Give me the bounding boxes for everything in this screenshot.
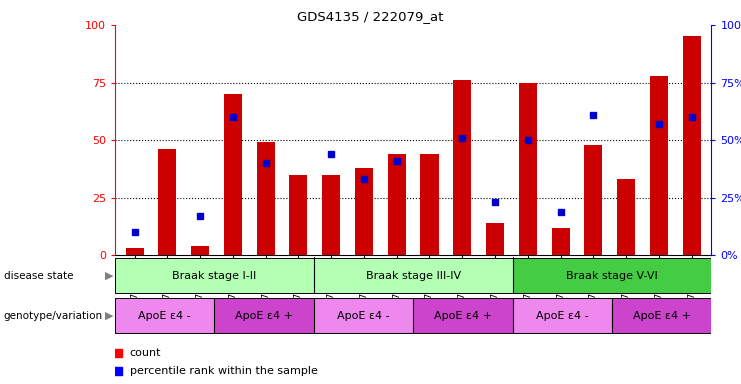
Text: ▶: ▶ — [104, 270, 113, 281]
Bar — [612, 298, 711, 333]
Bar — [313, 258, 513, 293]
Bar — [224, 94, 242, 255]
Bar — [486, 223, 504, 255]
Bar — [256, 142, 275, 255]
Text: disease state: disease state — [4, 270, 73, 281]
Text: genotype/variation: genotype/variation — [4, 311, 103, 321]
Text: Braak stage V-VI: Braak stage V-VI — [566, 270, 658, 281]
Text: Braak stage I-II: Braak stage I-II — [172, 270, 256, 281]
Bar — [453, 80, 471, 255]
Text: count: count — [130, 348, 162, 358]
Bar — [159, 149, 176, 255]
Bar — [513, 298, 612, 333]
Bar — [125, 248, 144, 255]
Bar — [617, 179, 635, 255]
Bar — [313, 298, 413, 333]
Bar — [388, 154, 406, 255]
Text: percentile rank within the sample: percentile rank within the sample — [130, 366, 318, 376]
Text: ApoE ε4 -: ApoE ε4 - — [337, 311, 390, 321]
Bar — [413, 298, 513, 333]
Bar — [355, 168, 373, 255]
Text: ApoE ε4 +: ApoE ε4 + — [235, 311, 293, 321]
Text: ApoE ε4 -: ApoE ε4 - — [536, 311, 588, 321]
Bar — [115, 298, 214, 333]
Bar — [420, 154, 439, 255]
Bar — [650, 76, 668, 255]
Bar — [682, 36, 701, 255]
Bar — [322, 175, 340, 255]
Bar — [551, 228, 570, 255]
Bar — [214, 298, 313, 333]
Text: Braak stage III-IV: Braak stage III-IV — [365, 270, 461, 281]
Bar — [115, 258, 313, 293]
Text: ApoE ε4 +: ApoE ε4 + — [433, 311, 492, 321]
Bar — [191, 246, 209, 255]
Text: GDS4135 / 222079_at: GDS4135 / 222079_at — [297, 10, 444, 23]
Text: ApoE ε4 +: ApoE ε4 + — [633, 311, 691, 321]
Bar — [290, 175, 308, 255]
Text: ▶: ▶ — [104, 311, 113, 321]
Bar — [585, 145, 602, 255]
Bar — [513, 258, 711, 293]
Bar — [519, 83, 536, 255]
Text: ApoE ε4 -: ApoE ε4 - — [139, 311, 191, 321]
